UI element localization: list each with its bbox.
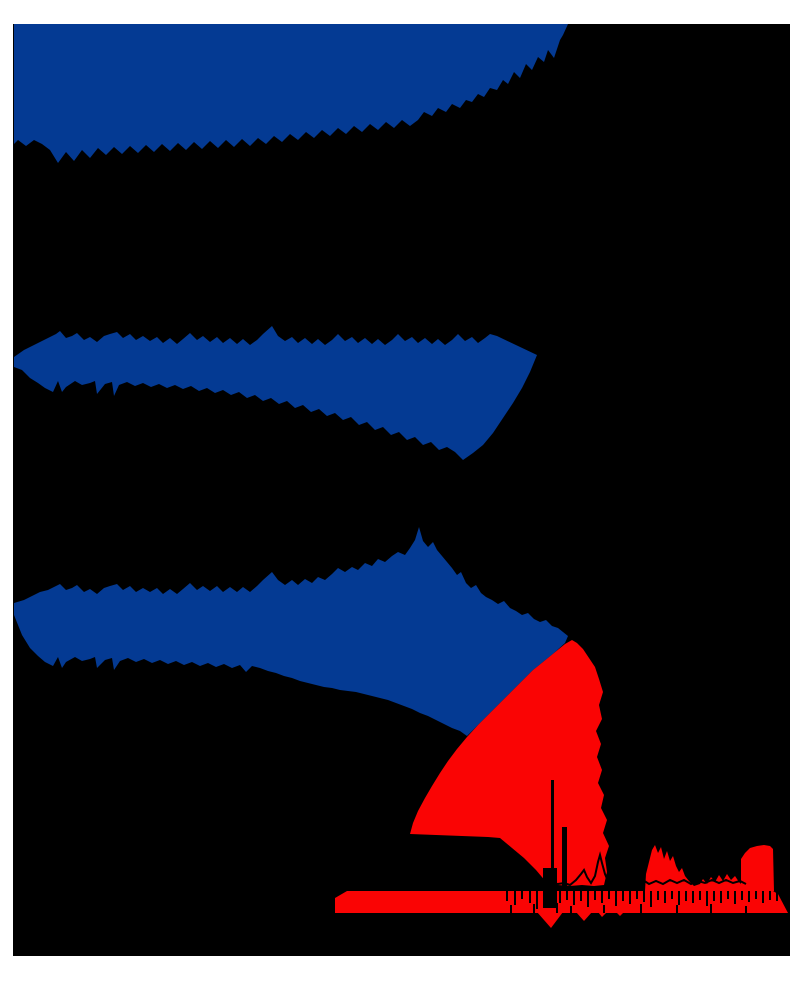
black-overlay-rect-35: [741, 891, 743, 900]
black-overlay-rect-4: [514, 891, 516, 905]
black-overlay-rect-30: [706, 891, 708, 906]
black-overlay-rect-40: [776, 891, 778, 901]
black-overlay-rect-48: [710, 904, 712, 913]
black-overlay-rect-44: [570, 906, 572, 913]
red-downspike-small-2: [616, 912, 624, 916]
red-downspike-large: [537, 912, 563, 928]
red-downspike-small-1: [598, 912, 607, 917]
black-overlay-rect-5: [521, 891, 523, 899]
noisy-waveform-band-middle: [14, 326, 537, 460]
black-overlay-rect-22: [650, 891, 652, 907]
black-overlay-rect-27: [685, 891, 687, 901]
black-overlay-rect-28: [692, 891, 694, 903]
black-overlay-rect-53: [402, 887, 404, 891]
black-overlay-rect-52: [388, 885, 390, 891]
black-overlay-rect-16: [608, 891, 610, 899]
black-overlay-rect-26: [678, 891, 680, 905]
black-spectrum-trace: [496, 851, 747, 887]
red-right-block: [741, 845, 774, 891]
black-overlay-rect-43: [556, 903, 558, 913]
plot-background: [13, 24, 790, 956]
black-overlay-rect-59: [488, 887, 490, 891]
noisy-waveform-band-top: [14, 24, 568, 163]
black-overlay-rect-10: [566, 891, 568, 900]
black-overlay-rect-50: [358, 886, 360, 891]
black-overlay-rect-57: [460, 887, 462, 891]
black-overlay-rect-9: [559, 891, 561, 903]
black-overlay-rect-19: [629, 891, 631, 904]
black-overlay-rect-56: [446, 885, 448, 891]
black-overlay-rect-47: [676, 905, 678, 913]
black-overlay-rect-2: [562, 827, 567, 886]
red-peak-triangle: [410, 640, 609, 886]
black-overlay-rect-23: [657, 891, 659, 900]
black-overlay-rect-55: [431, 887, 433, 891]
black-overlay-rect-49: [745, 906, 747, 913]
black-overlay-rect-38: [762, 891, 764, 903]
black-overlay-rect-1: [551, 780, 554, 872]
black-overlay-rect-24: [664, 891, 666, 903]
black-overlay-rect-6: [529, 891, 531, 903]
noisy-waveform-band-bottom: [14, 527, 568, 736]
black-overlay-rect-21: [643, 891, 645, 902]
black-overlay-rect-54: [417, 886, 419, 891]
black-overlay-rect-32: [720, 891, 722, 903]
black-overlay-rect-45: [603, 905, 605, 913]
black-overlay-rect-17: [615, 891, 617, 906]
black-overlay-rect-13: [587, 891, 589, 907]
black-overlay-rect-33: [727, 891, 729, 899]
black-overlay-rect-58: [474, 886, 476, 891]
black-overlay-rect-15: [601, 891, 603, 903]
black-overlay-rect-25: [671, 891, 673, 899]
black-overlay-rect-51: [373, 887, 375, 891]
black-overlay-rect-8: [547, 891, 554, 908]
black-overlay-rect-37: [755, 891, 757, 899]
black-overlay-rect-41: [510, 905, 512, 913]
black-overlay-rect-36: [748, 891, 750, 902]
black-overlay-rect-42: [533, 904, 535, 913]
black-overlay-rect-39: [769, 891, 771, 900]
black-overlay-rect-11: [573, 891, 575, 905]
black-overlay-rect-29: [699, 891, 701, 900]
black-overlay-rect-3: [506, 891, 508, 901]
red-downspike-medium: [576, 912, 592, 921]
black-overlay-rect-20: [636, 891, 638, 899]
red-baseline-bar: [335, 891, 788, 913]
black-overlay-rect-31: [713, 891, 715, 901]
black-overlay-rect-7: [536, 891, 538, 909]
black-overlay-rect-14: [594, 891, 596, 900]
black-overlay-rect-34: [734, 891, 736, 904]
black-overlay-rect-18: [622, 891, 624, 901]
black-overlay-rect-12: [580, 891, 582, 901]
black-overlay-rect-46: [640, 904, 642, 913]
